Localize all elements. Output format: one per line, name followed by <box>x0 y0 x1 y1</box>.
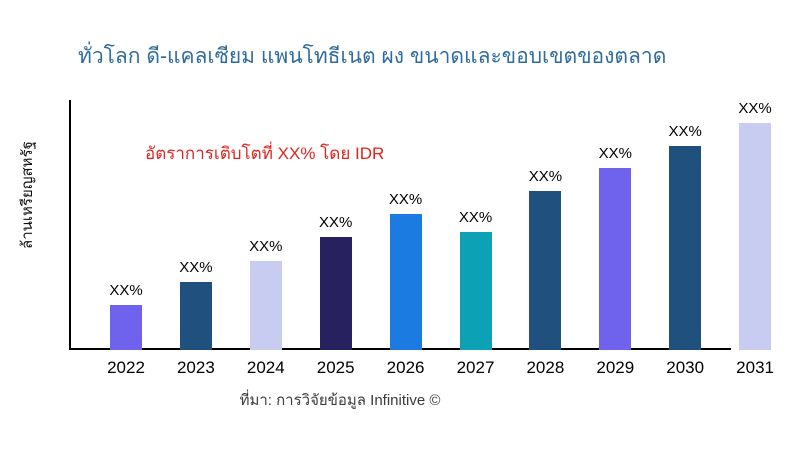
bar-2022 <box>110 304 142 350</box>
bar-2026 <box>389 213 422 350</box>
bar-2025 <box>319 236 352 350</box>
x-tick-label-2030: 2030 <box>666 358 705 377</box>
x-tick-label-2027: 2027 <box>456 358 495 377</box>
bar-2023 <box>179 281 212 350</box>
bar-value-label-2030: XX% <box>668 122 702 140</box>
bar-value-label-2024: XX% <box>249 238 283 256</box>
source-note: ที่มา: การวิจัยข้อมูล Infinitive © <box>239 392 441 409</box>
bar-value-label-2025: XX% <box>319 213 353 231</box>
bar-2030 <box>669 145 702 350</box>
bar-value-label-2029: XX% <box>598 145 632 163</box>
bar-2028 <box>529 191 562 350</box>
x-tick-label-2022: 2022 <box>107 358 145 377</box>
x-tick-label-2029: 2029 <box>596 358 635 377</box>
x-tick-label-2028: 2028 <box>526 358 565 377</box>
x-tick-label-2025: 2025 <box>316 358 355 377</box>
plot-area: XX% 2022 XX% 2023 XX% 2024 XX% 2025 XX% 2026 XX% 20… <box>69 100 774 377</box>
bar-value-label-2023: XX% <box>179 258 213 276</box>
bar-value-label-2026: XX% <box>388 190 423 208</box>
bar-2027 <box>459 231 492 350</box>
x-tick-label-2026: 2026 <box>386 358 425 377</box>
y-axis-label: ล้านเหรียญสหรัฐ <box>19 141 36 249</box>
bar-value-label-2028: XX% <box>528 168 563 186</box>
x-tick-label-2024: 2024 <box>246 358 285 377</box>
bar-value-label-2022: XX% <box>109 281 143 299</box>
growth-annotation: อัตราการเติบโตที่ XX% โดย IDR <box>145 144 385 163</box>
chart-title: ทั่วโลก ดี-แคลเซียม แพนโทธีเนต ผง ขนาดแล… <box>78 45 667 68</box>
bar-2024 <box>249 261 282 350</box>
bar-value-label-2027: XX% <box>458 208 493 226</box>
bar-value-label-2031: XX% <box>738 100 772 117</box>
bar-2029 <box>599 168 632 350</box>
bar-2031 <box>739 123 772 350</box>
x-tick-label-2023: 2023 <box>176 358 215 377</box>
y-axis-line <box>69 100 71 350</box>
x-tick-label-2031: 2031 <box>736 358 774 377</box>
